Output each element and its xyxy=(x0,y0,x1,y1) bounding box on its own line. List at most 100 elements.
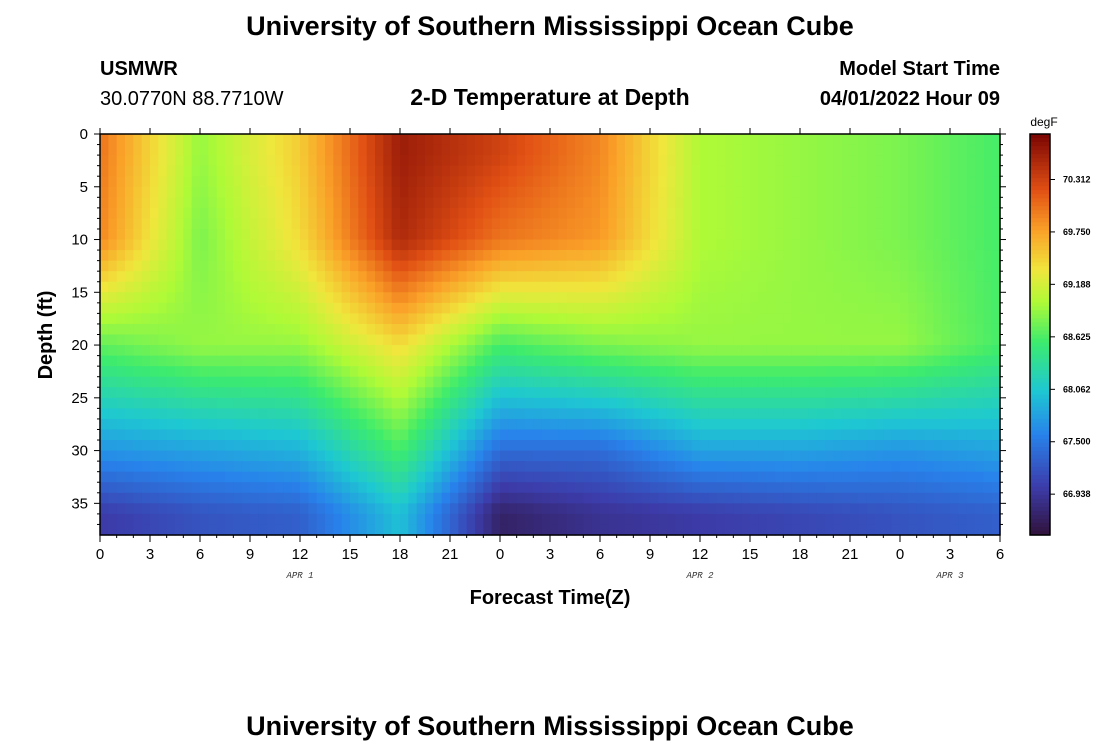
heatmap-cell xyxy=(483,165,493,177)
heatmap-cell xyxy=(541,134,551,146)
colorbar-tick-label: 67.500 xyxy=(1063,437,1091,447)
heatmap-cell xyxy=(300,429,309,441)
heatmap-cell xyxy=(225,218,234,230)
heatmap-cell xyxy=(900,165,909,177)
heatmap-cell xyxy=(900,429,909,441)
heatmap-cell xyxy=(241,260,251,272)
heatmap-cell xyxy=(725,134,734,146)
heatmap-cell xyxy=(925,176,934,188)
heatmap-cell xyxy=(375,250,384,262)
heatmap-cell xyxy=(558,165,568,177)
heatmap-cell xyxy=(966,345,976,357)
heatmap-cell xyxy=(508,524,518,536)
heatmap-cell xyxy=(125,323,134,336)
heatmap-cell xyxy=(983,429,993,441)
heatmap-cell xyxy=(375,503,384,515)
heatmap-cell xyxy=(366,366,376,378)
heatmap-cell xyxy=(425,387,434,399)
heatmap-cell xyxy=(691,418,701,431)
heatmap-cell xyxy=(366,302,376,314)
heatmap-cell xyxy=(266,281,276,293)
heatmap-cell xyxy=(575,155,584,167)
heatmap-cell xyxy=(833,418,843,431)
heatmap-cell xyxy=(850,218,859,230)
heatmap-cell xyxy=(108,134,118,146)
heatmap-cell xyxy=(341,492,351,504)
heatmap-cell xyxy=(200,429,209,441)
heatmap-cell xyxy=(175,334,184,346)
heatmap-cell xyxy=(900,313,909,325)
heatmap-cell xyxy=(550,155,559,167)
colorbar-segment xyxy=(1030,214,1050,219)
heatmap-cell xyxy=(233,144,243,156)
heatmap-cell xyxy=(850,144,859,156)
heatmap-cell xyxy=(350,155,359,167)
heatmap-cell xyxy=(225,492,234,504)
heatmap-cell xyxy=(683,334,693,346)
heatmap-cell xyxy=(916,503,926,515)
heatmap-cell xyxy=(966,408,976,420)
heatmap-cell xyxy=(858,471,868,483)
heatmap-cell xyxy=(783,144,793,156)
heatmap-cell xyxy=(408,334,418,346)
x-tick-label: 6 xyxy=(596,546,604,563)
heatmap-cell xyxy=(866,387,876,399)
heatmap-cell xyxy=(200,207,209,220)
heatmap-cell xyxy=(225,292,234,304)
heatmap-cell xyxy=(966,461,976,473)
heatmap-cell xyxy=(891,355,901,367)
heatmap-cell xyxy=(841,334,851,346)
heatmap-cell xyxy=(450,218,459,230)
heatmap-cell xyxy=(658,471,668,483)
heatmap-cell xyxy=(766,366,776,378)
heatmap-cell xyxy=(775,450,784,462)
heatmap-cell xyxy=(416,461,426,473)
heatmap-cell xyxy=(725,429,734,441)
heatmap-cell xyxy=(375,345,384,357)
heatmap-cell xyxy=(566,482,576,494)
heatmap-cell xyxy=(616,302,626,314)
heatmap-cell xyxy=(591,176,601,188)
heatmap-cell xyxy=(575,355,584,367)
heatmap-cell xyxy=(758,355,768,367)
heatmap-cell xyxy=(808,207,818,220)
heatmap-cell xyxy=(391,165,401,177)
heatmap-cell xyxy=(366,345,376,357)
heatmap-cell xyxy=(941,239,951,251)
heatmap-cell xyxy=(575,440,584,452)
heatmap-cell xyxy=(508,250,518,262)
heatmap-cell xyxy=(933,134,943,146)
heatmap-cell xyxy=(500,471,509,483)
heatmap-cell xyxy=(950,513,959,526)
heatmap-cell xyxy=(775,218,784,230)
heatmap-cell xyxy=(308,524,318,536)
heatmap-cell xyxy=(841,450,851,462)
heatmap-cell xyxy=(841,281,851,293)
heatmap-cell xyxy=(800,218,809,230)
heatmap-cell xyxy=(833,260,843,272)
heatmap-cell xyxy=(550,408,559,420)
heatmap-cell xyxy=(858,134,868,146)
colorbar-segment xyxy=(1030,410,1050,416)
heatmap-cell xyxy=(650,440,659,452)
heatmap-cell xyxy=(633,492,643,504)
heatmap-cell xyxy=(166,408,176,420)
heatmap-cell xyxy=(566,471,576,483)
heatmap-cell xyxy=(283,471,293,483)
heatmap-cell xyxy=(608,524,618,536)
heatmap-cell xyxy=(358,197,368,209)
heatmap-cell xyxy=(666,376,676,388)
heatmap-cell xyxy=(275,302,284,314)
heatmap-cell xyxy=(925,186,934,198)
heatmap-cell xyxy=(525,408,534,420)
heatmap-cell xyxy=(616,281,626,293)
heatmap-cell xyxy=(350,271,359,283)
heatmap-cell xyxy=(466,397,476,409)
heatmap-cell xyxy=(266,271,276,283)
heatmap-cell xyxy=(783,281,793,293)
heatmap-cell xyxy=(683,228,693,241)
heatmap-cell xyxy=(483,292,493,304)
heatmap-cell xyxy=(933,302,943,314)
heatmap-cell xyxy=(925,492,934,504)
heatmap-cell xyxy=(200,387,209,399)
